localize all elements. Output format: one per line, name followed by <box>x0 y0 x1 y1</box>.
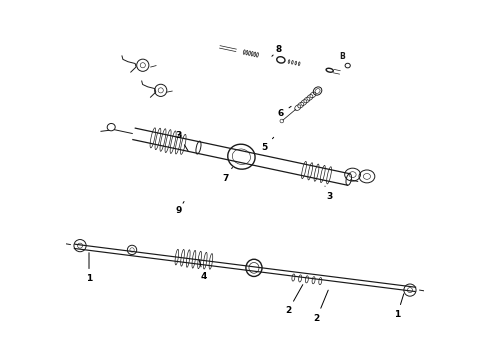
Text: 1: 1 <box>394 294 404 319</box>
Text: 3: 3 <box>175 131 188 151</box>
Text: 2: 2 <box>314 290 328 323</box>
Text: 8: 8 <box>272 45 282 56</box>
Text: B: B <box>339 52 345 61</box>
Text: 4: 4 <box>199 260 207 281</box>
Text: 6: 6 <box>278 106 291 118</box>
Text: 3: 3 <box>325 186 332 201</box>
Text: 1: 1 <box>86 253 92 283</box>
Text: 7: 7 <box>222 167 232 183</box>
Text: 5: 5 <box>262 137 274 152</box>
Text: 9: 9 <box>175 202 184 215</box>
Text: 2: 2 <box>285 285 303 315</box>
